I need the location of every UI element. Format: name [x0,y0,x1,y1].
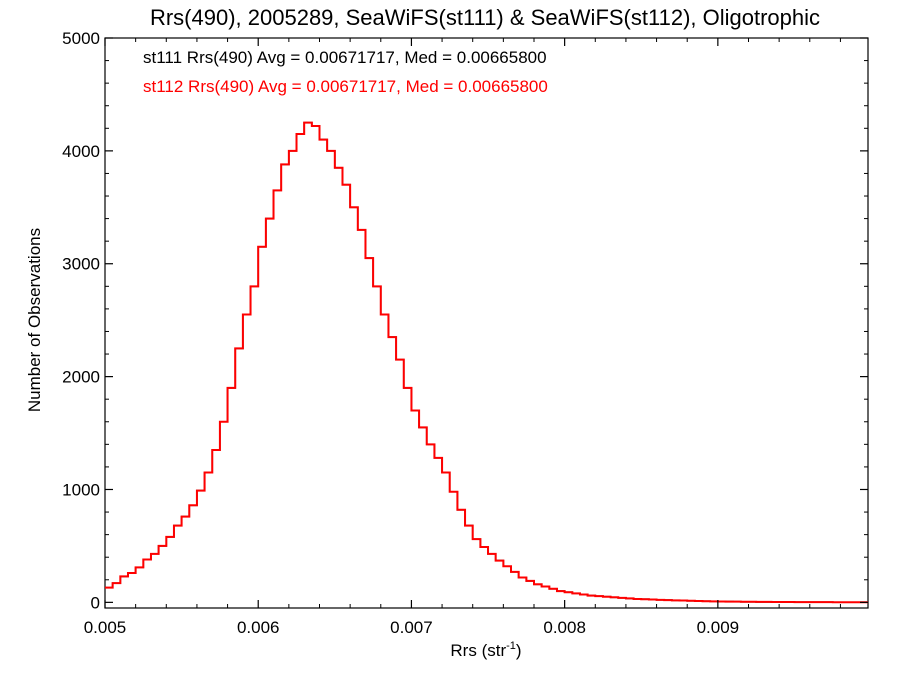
x-tick-label: 0.005 [84,618,127,637]
x-axis-label: Rrs (str-1) [450,640,521,660]
tick-layer [104,37,868,608]
x-axis-label-main: Rrs (str [450,641,506,660]
plot-area [104,37,869,609]
y-tick-label: 3000 [62,255,100,274]
series-layer [105,121,868,604]
y-tick-label: 0 [91,593,100,612]
x-tick-label: 0.008 [543,618,586,637]
x-axis-label-close: ) [516,641,522,660]
annotation-st111: st111 Rrs(490) Avg = 0.00671717, Med = 0… [143,48,547,67]
y-tick-label: 5000 [62,29,100,48]
y-tick-label: 4000 [62,142,100,161]
x-tick-label: 0.007 [390,618,433,637]
x-tick-label: 0.006 [237,618,280,637]
series-st111-line [105,121,868,604]
annotation-st112: st112 Rrs(490) Avg = 0.00671717, Med = 0… [143,77,548,96]
y-tick-label: 2000 [62,368,100,387]
chart-title: Rrs(490), 2005289, SeaWiFS(st111) & SeaW… [150,5,820,30]
x-tick-label: 0.009 [697,618,740,637]
y-tick-label: 1000 [62,480,100,499]
plot-frame [104,37,869,609]
y-axis-label: Number of Observations [25,228,44,412]
x-axis-label-superscript: -1 [506,640,516,652]
series-st112-line [105,121,868,604]
